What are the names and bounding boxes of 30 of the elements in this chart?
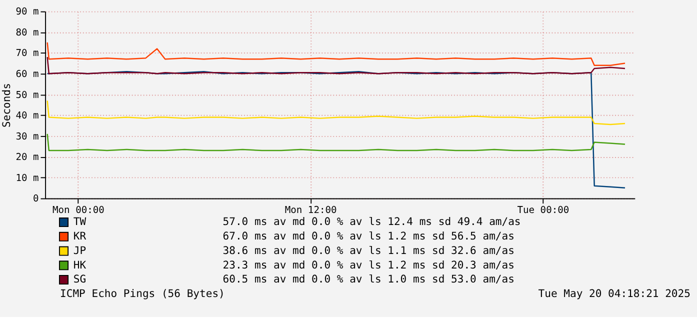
y-tick-label: 90 m xyxy=(16,6,40,18)
x-tick-label: Mon 00:00 xyxy=(52,205,105,216)
legend-label: HK xyxy=(73,259,87,272)
y-tick-label: 70 m xyxy=(16,48,40,60)
text: 60.5 ms av md 0.0 % av ls 1.0 ms sd 53.0 am/as xyxy=(222,274,514,286)
text: ICMP Echo Pings (56 Bytes) xyxy=(60,288,225,300)
legend-label: TW xyxy=(73,216,87,228)
y-tick-label: 10 m xyxy=(16,172,40,184)
text: 67.0 ms av md 0.0 % av ls 1.2 ms sd 56.5 am/as xyxy=(222,230,514,243)
x-tick-label: Tue 00:00 xyxy=(517,205,570,216)
y-tick-label: 40 m xyxy=(16,110,40,122)
legend-label: SG xyxy=(73,274,86,286)
line-series xyxy=(46,42,626,66)
y-tick-label: 80 m xyxy=(16,27,40,38)
y-axis-title: Seconds xyxy=(0,83,13,128)
y-tick-label: 60 m xyxy=(16,69,40,80)
text: 57.0 ms av md 0.0 % av ls 12.4 ms sd 49.4 am/as xyxy=(222,216,521,228)
x-tick-label: Mon 12:00 xyxy=(284,205,337,216)
line-series xyxy=(46,56,626,74)
y-tick-label: 20 m xyxy=(16,152,40,164)
line-series xyxy=(46,100,626,126)
legend-label: JP xyxy=(73,244,86,257)
y-tick-label: 30 m xyxy=(16,131,40,142)
line-series xyxy=(46,133,626,152)
y-tick-label: 50 m xyxy=(16,90,40,101)
text: 38.6 ms av md 0.0 % av ls 1.1 ms sd 32.6 am/as xyxy=(222,244,514,257)
legend-label: KR xyxy=(73,230,87,243)
text: Tue May 20 04:18:21 2025 xyxy=(538,288,690,300)
y-tick-label: 0 xyxy=(33,194,40,205)
text: 23.3 ms av md 0.0 % av ls 1.2 ms sd 20.3 am/as xyxy=(222,259,514,272)
